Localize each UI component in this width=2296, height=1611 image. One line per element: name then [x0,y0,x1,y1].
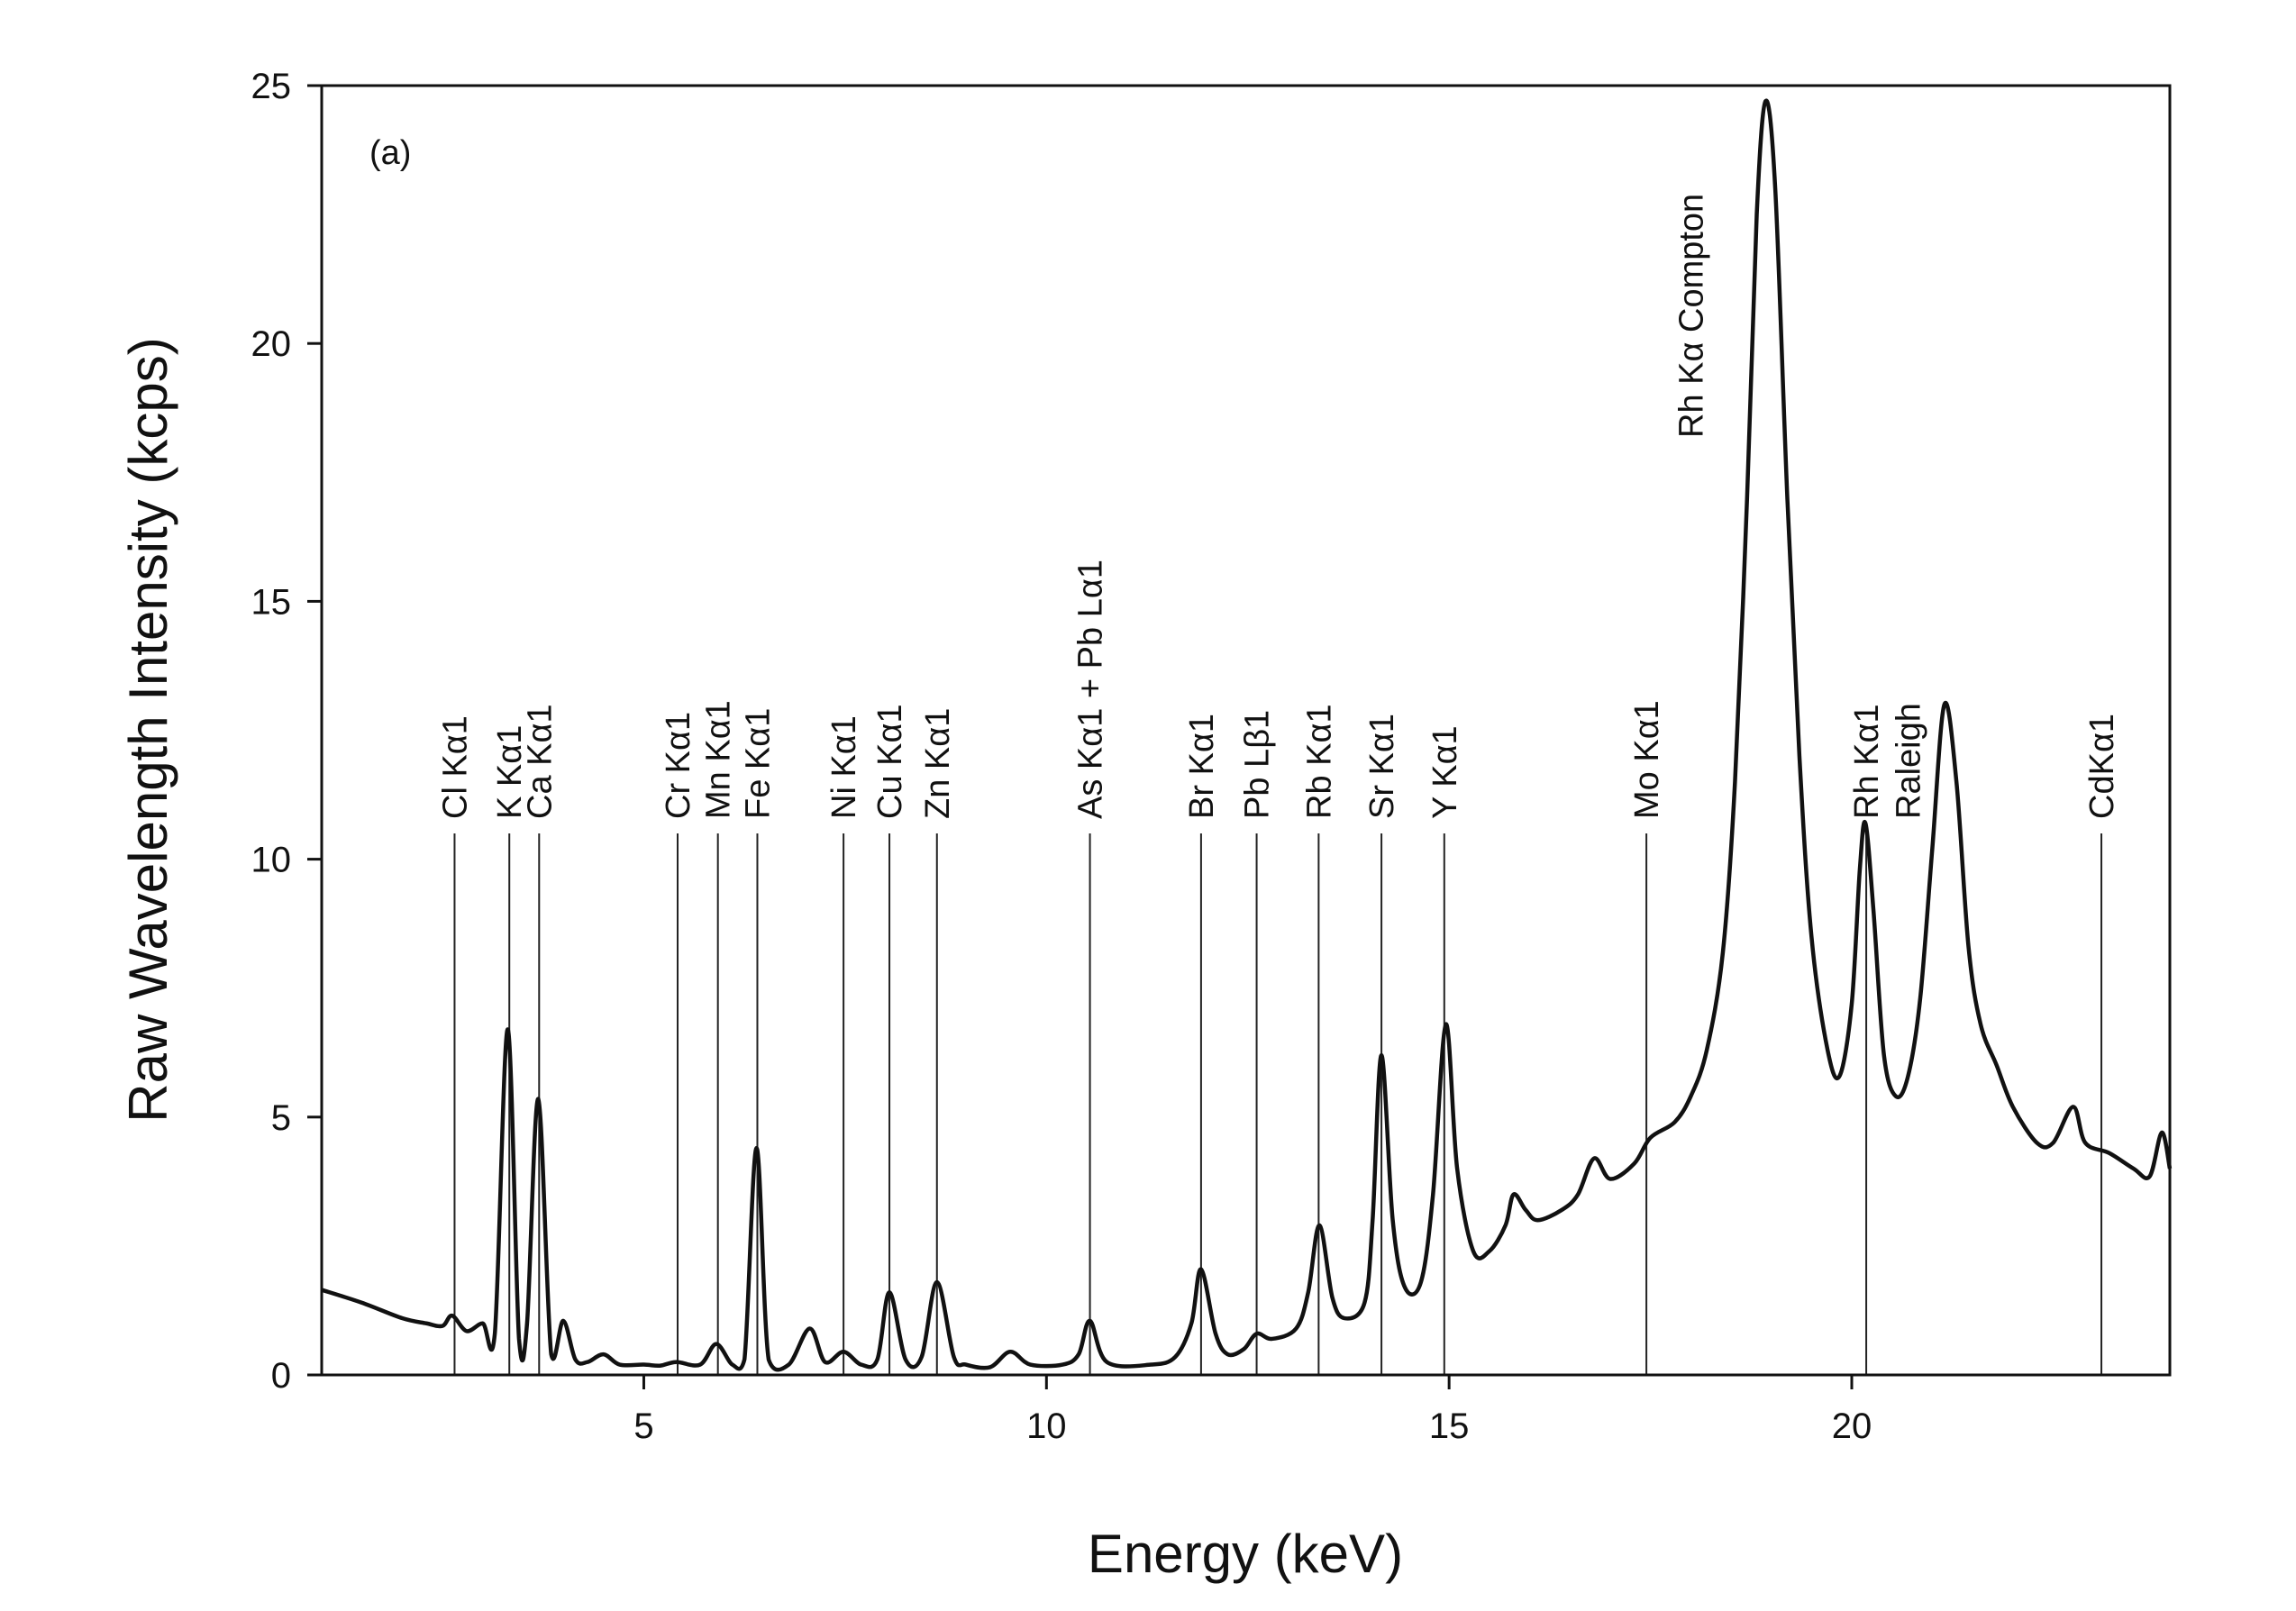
y-tick-label: 10 [251,841,292,880]
spectrum-line [321,98,2173,1372]
element-label: Cl Kα1 [436,715,474,819]
axis-ticks: 5 10 15 20 0 5 10 15 20 25 [251,67,1872,1446]
x-tick-label: 15 [1429,1406,1470,1446]
element-label: Rb Kα1 [1300,704,1338,819]
y-tick-label: 5 [271,1098,291,1138]
element-label: Rh Kα1 [1848,704,1886,819]
element-label: Mn Kα1 [700,700,738,819]
element-label: Zn Kα1 [919,708,957,819]
element-label: Cr Kα1 [660,712,697,819]
element-label: Pb Lβ1 [1239,710,1277,819]
element-label: Y Kα1 [1426,725,1464,819]
y-axis-title: Raw Wavelength Intensity (kcps) [118,337,178,1122]
y-tick-label: 20 [251,324,292,364]
element-label: Mo Kα1 [1628,700,1666,819]
panel-label: (a) [369,134,411,172]
element-label: Ca Kα1 [521,704,559,819]
element-label: Sr Kα1 [1363,714,1401,819]
x-tick-label: 10 [1026,1406,1067,1446]
plot-frame [320,84,2172,1377]
element-label: Br Kα1 [1183,714,1221,819]
element-label: Cu Kα1 [871,704,909,819]
scatter-label: Rh Kα Compton [1672,194,1710,438]
y-tick-label: 15 [251,582,292,622]
element-label: As Kα1 + Pb Lα1 [1072,560,1110,819]
element-label: K Kα1 [491,725,529,819]
scatter-label: Raleigh [1891,703,1928,819]
x-axis-title: Energy (keV) [1088,1524,1403,1584]
element-label: CdKα1 [2083,714,2121,819]
x-tick-label: 20 [1832,1406,1872,1446]
y-tick-label: 25 [251,67,292,106]
element-label: Ni Kα1 [825,715,863,819]
y-tick-label: 0 [271,1356,291,1396]
element-label: Fe Kα1 [739,708,777,819]
x-tick-label: 5 [633,1406,653,1446]
